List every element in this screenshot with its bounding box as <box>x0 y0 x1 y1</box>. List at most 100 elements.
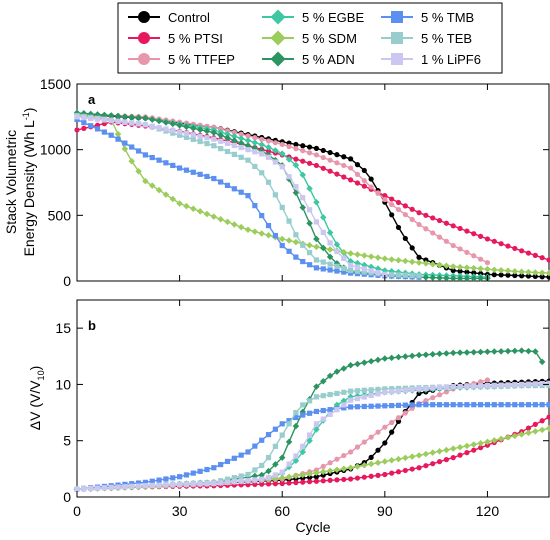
data-point-b-5-tmb <box>135 480 142 486</box>
data-point-a-5-sdm <box>285 237 293 244</box>
data-point-a-5-adn <box>231 137 238 144</box>
data-point-a-5-sdm <box>148 182 156 189</box>
data-point-a-5-adn <box>436 274 443 282</box>
data-point-b-5-ptsi <box>361 474 367 480</box>
data-point-b-5-adn <box>320 378 327 385</box>
data-point-a-control <box>471 270 477 276</box>
data-point-a-5-ptsi <box>334 171 340 177</box>
data-point-b-5-adn <box>381 355 389 362</box>
data-point-b-5-tmb <box>327 407 333 413</box>
data-point-a-5-ptsi <box>539 255 545 261</box>
data-point-b-5-ptsi <box>450 455 456 461</box>
data-point-a-1-lipf6 <box>238 144 244 151</box>
data-point-b-1-lipf6 <box>238 478 244 484</box>
data-point-b-5-tmb <box>498 402 504 408</box>
data-point-b-5-tmb <box>361 403 367 410</box>
data-point-b-1-lipf6 <box>327 411 333 417</box>
data-point-b-5-tmb <box>416 402 422 408</box>
data-point-a-5-ttfep <box>238 131 244 137</box>
data-point-b-1-lipf6 <box>450 384 456 390</box>
y-axis-title-a-line2: Energy Density (Wh L-1) <box>21 108 37 257</box>
data-point-a-control <box>498 272 504 278</box>
data-point-a-5-ttfep <box>279 141 285 148</box>
data-point-a-1-lipf6 <box>320 229 326 236</box>
data-point-b-5-ptsi <box>286 480 292 486</box>
legend-box <box>117 2 503 74</box>
data-point-a-control <box>464 269 470 275</box>
data-point-b-5-tmb <box>142 479 149 485</box>
data-point-b-5-tmb <box>436 402 443 408</box>
data-point-b-5-tmb <box>293 414 299 421</box>
legend-marker-1-lipf6 <box>391 53 403 65</box>
data-point-a-5-teb <box>354 268 361 274</box>
data-point-b-5-adn <box>265 467 272 475</box>
data-point-a-control <box>389 212 395 218</box>
data-point-a-5-adn <box>477 275 484 282</box>
data-point-a-5-tmb <box>122 140 128 146</box>
data-point-b-5-sdm <box>443 446 450 454</box>
x-tick-label-b: 30 <box>172 503 188 519</box>
data-point-a-5-tmb <box>204 173 210 180</box>
data-point-a-5-adn <box>449 275 457 282</box>
x-tick-label-b: 120 <box>476 503 500 519</box>
data-point-b-5-tmb <box>163 476 169 482</box>
data-point-a-5-ttfep <box>231 129 237 136</box>
plot-area-frame-b <box>76 299 550 498</box>
data-point-b-1-lipf6 <box>108 484 114 491</box>
data-point-b-1-lipf6 <box>183 481 190 487</box>
data-point-a-5-egbe <box>285 156 293 163</box>
data-point-a-5-teb <box>224 148 231 155</box>
data-point-b-5-tmb <box>341 405 347 411</box>
data-point-a-5-adn <box>155 117 163 125</box>
data-point-a-5-sdm <box>313 243 320 251</box>
data-point-a-5-teb <box>286 218 292 224</box>
data-point-a-1-lipf6 <box>306 207 313 213</box>
data-point-a-control <box>368 176 374 182</box>
data-point-b-5-sdm <box>422 450 430 458</box>
data-point-b-1-lipf6 <box>177 482 183 488</box>
data-point-b-5-adn <box>354 360 361 368</box>
data-point-a-5-sdm <box>155 186 163 194</box>
data-point-a-5-ttfep <box>368 184 374 190</box>
data-point-b-1-lipf6 <box>368 392 374 399</box>
data-point-a-5-tmb <box>115 136 121 142</box>
data-point-b-5-ttfep <box>327 460 333 466</box>
data-point-a-5-teb <box>334 263 340 269</box>
data-point-b-5-tmb <box>348 404 354 410</box>
legend-label-5-tmb: 5 % TMB <box>421 10 474 25</box>
data-point-a-5-tmb <box>170 162 176 169</box>
data-point-a-5-tmb <box>101 129 107 135</box>
data-point-a-5-adn <box>429 274 436 281</box>
data-point-b-5-tmb <box>443 402 449 408</box>
data-point-a-5-ptsi <box>471 231 477 237</box>
data-point-a-5-teb <box>348 267 354 274</box>
data-point-b-5-adn <box>538 358 546 366</box>
data-point-a-5-ptsi <box>313 162 320 169</box>
data-point-b-1-lipf6 <box>409 387 415 393</box>
data-point-a-5-egbe <box>333 241 341 248</box>
data-point-b-1-lipf6 <box>341 402 347 408</box>
data-point-a-5-teb <box>272 192 278 198</box>
data-point-a-5-ttfep <box>430 230 436 236</box>
data-point-b-5-adn <box>477 348 484 356</box>
data-point-a-1-lipf6 <box>231 142 237 149</box>
data-point-b-5-teb <box>334 390 340 397</box>
data-point-b-1-lipf6 <box>74 486 80 492</box>
data-point-a-5-ptsi <box>491 238 497 244</box>
data-point-a-5-adn <box>292 189 300 196</box>
data-point-b-5-tmb <box>306 410 313 416</box>
data-point-b-5-sdm <box>299 471 306 479</box>
data-point-a-5-ptsi <box>546 257 550 263</box>
data-point-a-5-sdm <box>532 269 539 276</box>
data-point-b-5-teb <box>368 387 374 393</box>
data-point-a-5-teb <box>252 163 258 170</box>
data-point-b-5-ttfep <box>375 429 381 435</box>
data-point-b-5-sdm <box>278 474 286 482</box>
data-point-a-1-lipf6 <box>272 159 278 165</box>
data-point-a-5-adn <box>121 113 129 120</box>
data-point-a-5-tmb <box>135 148 142 154</box>
data-point-a-1-lipf6 <box>94 116 101 122</box>
data-point-a-5-ttfep <box>341 162 347 169</box>
data-point-a-1-lipf6 <box>265 154 272 160</box>
data-point-b-1-lipf6 <box>142 483 149 489</box>
